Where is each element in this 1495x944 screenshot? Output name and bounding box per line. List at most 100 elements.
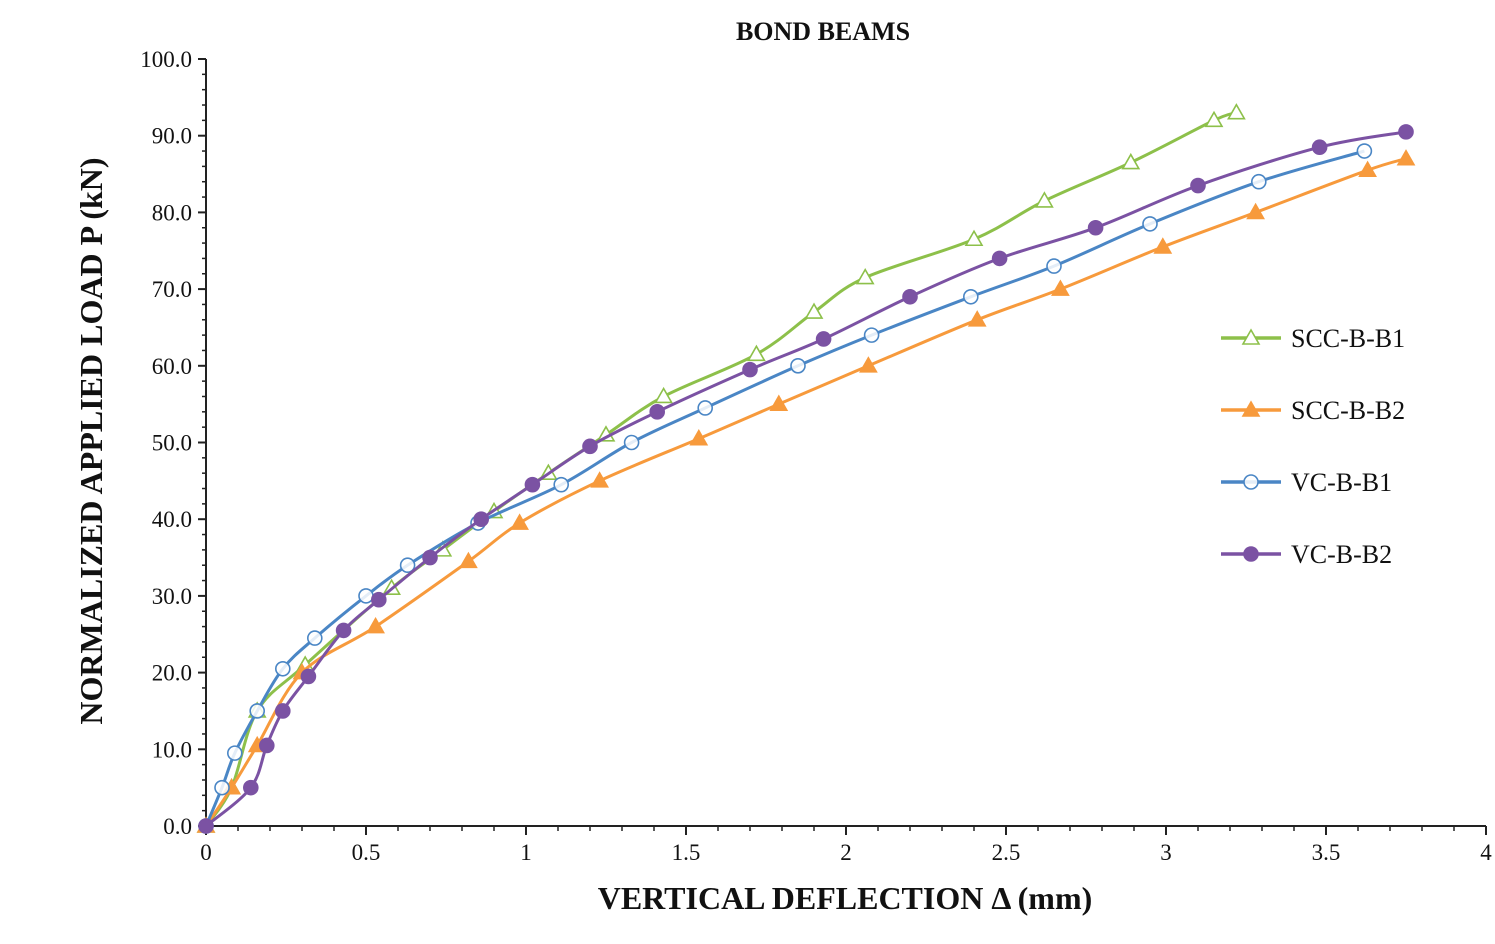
data-point-vc-b-b2 [370,591,387,608]
data-point-vc-b-b2 [1087,219,1104,236]
data-point-scc-b-b2 [859,356,878,373]
data-point-vc-b-b1 [274,660,291,677]
data-point-scc-b-b2 [1396,149,1416,166]
chart-title: BOND BEAMS [736,17,910,46]
data-point-vc-b-b2 [649,404,666,420]
data-point-vc-b-b2 [742,361,758,378]
data-point-scc-b-b2 [689,429,709,446]
data-point-vc-b-b1 [623,434,640,451]
data-point-scc-b-b1 [1121,152,1141,170]
legend-swatch-marker [1243,474,1259,490]
data-point-vc-b-b2 [258,737,275,754]
data-point-scc-b-b2 [1358,160,1377,178]
series-scc-b-b1 [196,103,1246,833]
y-tick-label: 90.0 [152,124,192,149]
data-point-vc-b-b2 [991,250,1008,267]
legend-item-scc-b-b1: SCC-B-B1 [1221,324,1405,353]
data-point-scc-b-b2 [769,394,789,411]
data-point-scc-b-b2 [510,513,529,530]
x-axis-title: VERTICAL DEFLECTION Δ (mm) [598,880,1093,916]
data-point-vc-b-b2 [274,703,291,719]
y-tick-label: 40.0 [152,507,192,532]
data-point-vc-b-b1 [306,630,323,646]
data-point-scc-b-b2 [459,551,478,569]
data-point-scc-b-b1 [1204,110,1224,128]
data-point-vc-b-b1 [399,557,416,574]
x-tick-label: 0.5 [352,840,381,865]
data-point-vc-b-b1 [1142,216,1158,232]
data-point-vc-b-b2 [422,549,438,566]
data-point-vc-b-b1 [1046,258,1062,274]
y-tick-label: 0.0 [163,814,192,839]
data-point-scc-b-b1 [654,386,673,404]
legend: SCC-B-B1 SCC-B-B2 VC-B-B1 VC-B-B2 [1221,324,1405,569]
x-tick-label: 2.5 [992,840,1021,865]
data-point-vc-b-b2 [524,476,541,493]
legend-item-vc-b-b2: VC-B-B2 [1221,540,1392,569]
data-point-scc-b-b1 [1035,191,1054,208]
series-scc-b-b2 [196,149,1416,833]
data-point-scc-b-b1 [964,229,984,247]
data-point-vc-b-b2 [1190,177,1206,194]
legend-swatch-marker [1243,546,1259,562]
y-axis-title: NORMALIZED APPLIED LOAD P (kN) [73,157,109,724]
data-point-vc-b-b1 [249,703,266,719]
x-tick-label: 2 [840,840,852,865]
data-point-scc-b-b2 [1246,202,1265,220]
data-point-vc-b-b2 [815,331,832,347]
data-point-vc-b-b2 [582,438,598,455]
data-point-vc-b-b2 [198,818,214,834]
axes: 0.0 10.0 20.0 30.0 40.0 50.0 60.0 70.0 80.0 90.0 1… [140,47,1492,865]
data-point-scc-b-b2 [1051,279,1070,296]
legend-item-vc-b-b1: VC-B-B1 [1221,468,1392,497]
series-line-scc-b-b2 [204,157,1407,827]
data-point-vc-b-b1 [962,288,979,305]
data-point-vc-b-b2 [335,622,352,639]
data-point-scc-b-b2 [590,471,609,488]
series-vc-b-b2 [198,124,1414,834]
data-point-vc-b-b2 [902,288,918,305]
x-tick-label: 3 [1160,840,1172,865]
data-point-vc-b-b1 [697,400,714,416]
x-tick-label: 3.5 [1312,840,1341,865]
data-point-scc-b-b1 [855,267,875,285]
legend-label: SCC-B-B1 [1291,324,1405,353]
data-point-vc-b-b2 [300,668,317,685]
series-layer [196,103,1416,834]
data-point-vc-b-b1 [227,745,243,761]
x-tick-label: 1.5 [672,840,701,865]
data-point-vc-b-b1 [214,779,230,796]
legend-label: VC-B-B2 [1291,540,1392,569]
y-tick-label: 20.0 [152,661,192,686]
series-line-vc-b-b1 [204,149,1365,827]
y-tick-label: 100.0 [140,47,192,72]
data-point-vc-b-b1 [863,327,880,343]
data-point-scc-b-b1 [1227,103,1246,120]
legend-swatch-marker [1241,400,1261,417]
data-point-vc-b-b1 [358,588,374,604]
data-point-scc-b-b2 [1153,237,1173,254]
data-point-vc-b-b2 [473,511,490,528]
series-vc-b-b1 [198,143,1373,834]
y-tick-label: 30.0 [152,584,192,609]
y-tick-label: 50.0 [152,431,192,456]
data-point-vc-b-b1 [553,476,570,493]
data-point-scc-b-b2 [366,616,385,634]
data-point-scc-b-b1 [747,344,766,362]
data-point-vc-b-b1 [1251,173,1267,190]
x-tick-label: 4 [1480,840,1492,865]
legend-label: VC-B-B1 [1291,468,1392,497]
y-tick-label: 60.0 [152,354,192,379]
series-line-scc-b-b1 [204,111,1237,827]
legend-item-scc-b-b2: SCC-B-B2 [1221,396,1405,425]
data-point-vc-b-b2 [243,779,259,796]
y-tick-label: 70.0 [152,277,192,302]
legend-swatch-marker [1241,328,1261,345]
y-tick-label: 10.0 [152,737,192,762]
x-tick-label: 1 [520,840,532,865]
data-point-vc-b-b2 [1311,139,1328,156]
legend-label: SCC-B-B2 [1291,396,1405,425]
x-tick-label: 0 [200,840,212,865]
y-tick-label: 80.0 [152,200,192,225]
